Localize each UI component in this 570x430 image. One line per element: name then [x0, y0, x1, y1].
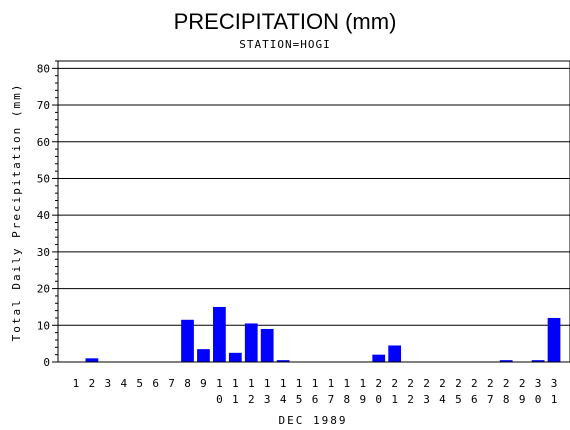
x-tick-label: 1	[216, 377, 223, 390]
x-tick-label: 6	[152, 377, 159, 390]
x-tick-label: 3	[105, 377, 112, 390]
x-tick-label: 3	[551, 377, 558, 390]
y-tick-label: 40	[37, 209, 50, 222]
x-tick-label: 9	[200, 377, 207, 390]
y-tick-label: 80	[37, 62, 50, 75]
x-tick-label: 1	[328, 377, 335, 390]
x-tick-label: 8	[344, 393, 351, 406]
x-tick-label: 3	[264, 393, 271, 406]
bar	[260, 328, 274, 362]
x-axis-label: DEC 1989	[279, 414, 348, 427]
x-tick-label: 2	[407, 393, 414, 406]
bar	[213, 306, 226, 362]
x-tick-label: 1	[248, 377, 255, 390]
x-tick-label: 3	[423, 393, 430, 406]
bar	[181, 319, 194, 362]
x-tick-label: 2	[455, 377, 462, 390]
chart-subtitle: STATION=HOGI	[239, 38, 330, 51]
plot-frame	[57, 60, 570, 363]
y-axis: 0 10 20 30 40 50 60 70 80	[37, 60, 58, 369]
x-tick-label: 2	[471, 377, 478, 390]
x-tick-label: 2	[487, 377, 494, 390]
x-tick-label: 9	[359, 393, 366, 406]
x-tick-label: 2	[391, 377, 398, 390]
bar	[531, 360, 545, 362]
x-tick-label: 2	[375, 377, 382, 390]
x-tick-label: 6	[312, 393, 319, 406]
chart-title: PRECIPITATION (mm)	[174, 9, 397, 34]
bar	[85, 358, 99, 362]
y-axis-label: Total Daily Precipitation (mm)	[10, 83, 23, 342]
x-tick-label: 2	[407, 377, 414, 390]
y-tick-label: 50	[37, 172, 50, 185]
y-tick-label: 20	[37, 283, 50, 296]
x-tick-label: 7	[487, 393, 494, 406]
x-tick-label: 1	[359, 377, 366, 390]
x-tick-label: 4	[439, 393, 446, 406]
y-tick-label: 0	[43, 356, 50, 369]
x-tick-label: 1	[264, 377, 271, 390]
x-tick-label: 2	[439, 377, 446, 390]
x-tick-label: 2	[423, 377, 430, 390]
bar	[197, 349, 210, 362]
x-tick-label: 0	[375, 393, 382, 406]
y-tick-label: 10	[37, 319, 50, 332]
x-tick-label: 1	[73, 377, 80, 390]
x-tick-label: 1	[551, 393, 558, 406]
x-tick-label: 8	[503, 393, 510, 406]
x-axis: 1 2 3 4 5 6 7 8 9 1011121314151617181920212223242…	[73, 377, 558, 406]
x-tick-label: 9	[519, 393, 526, 406]
x-tick-label: 4	[120, 377, 127, 390]
x-tick-label: 7	[168, 377, 175, 390]
bar	[244, 323, 258, 362]
x-tick-label: 1	[344, 377, 351, 390]
x-tick-label: 5	[136, 377, 143, 390]
x-tick-label: 5	[296, 393, 303, 406]
x-tick-label: 2	[519, 377, 526, 390]
x-tick-label: 2	[248, 393, 255, 406]
x-tick-label: 1	[296, 377, 303, 390]
x-tick-label: 3	[535, 377, 542, 390]
y-tick-label: 70	[37, 99, 50, 112]
x-tick-label: 1	[232, 393, 239, 406]
x-tick-label: 7	[328, 393, 335, 406]
bar	[547, 317, 561, 362]
x-tick-label: 5	[455, 393, 462, 406]
bars	[85, 306, 561, 362]
bar	[499, 360, 513, 362]
y-tick-label: 60	[37, 136, 50, 149]
x-tick-label: 1	[280, 377, 287, 390]
x-tick-label: 8	[184, 377, 191, 390]
bar	[276, 360, 290, 362]
x-tick-label: 1	[312, 377, 319, 390]
x-tick-label: 0	[535, 393, 542, 406]
x-tick-label: 2	[89, 377, 96, 390]
gridlines	[58, 67, 570, 326]
bar	[388, 345, 402, 362]
bar	[228, 352, 242, 362]
x-tick-label: 1	[232, 377, 239, 390]
bar	[372, 354, 386, 362]
x-tick-label: 1	[391, 393, 398, 406]
x-tick-label: 2	[503, 377, 510, 390]
x-tick-label: 4	[280, 393, 287, 406]
x-tick-label: 0	[216, 393, 223, 406]
x-tick-label: 6	[471, 393, 478, 406]
y-tick-label: 30	[37, 246, 50, 259]
